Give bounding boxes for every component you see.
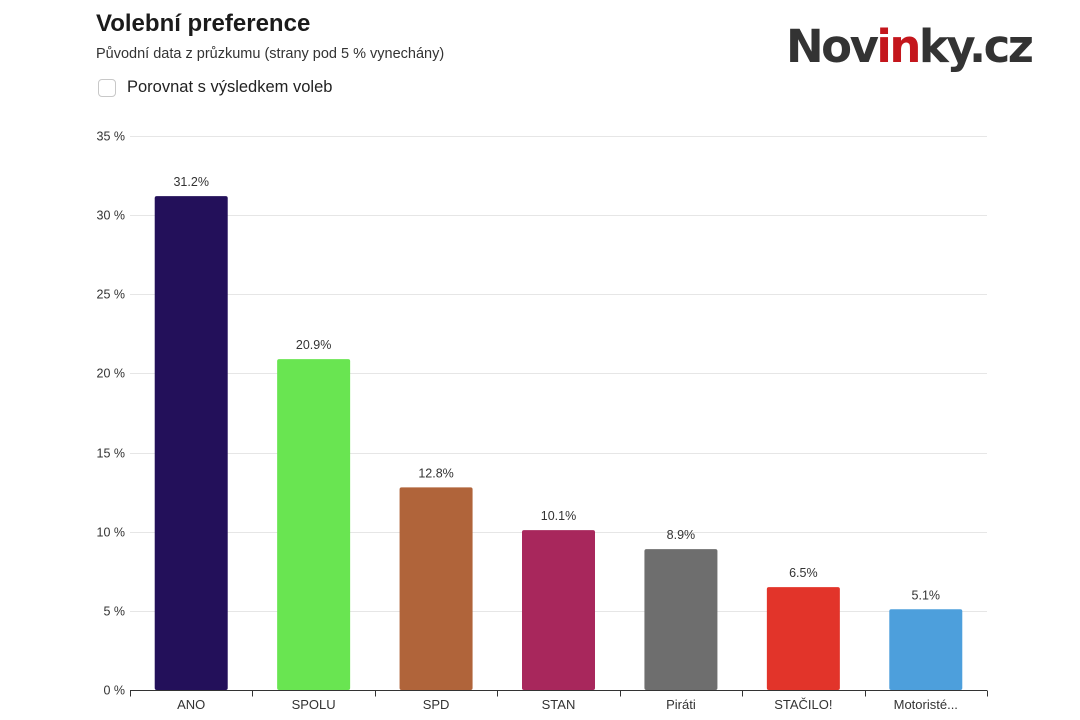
y-tick-label: 0 % <box>103 684 125 698</box>
novinky-logo: Novinky.cz <box>786 24 1034 69</box>
bar-spd[interactable] <box>399 487 473 690</box>
y-tick-label: 20 % <box>97 367 126 381</box>
y-tick-label: 5 % <box>103 605 125 619</box>
compare-checkbox-label: Porovnat s výsledkem voleb <box>127 78 333 96</box>
y-tick-label: 30 % <box>97 209 126 223</box>
bar-motorist[interactable] <box>889 609 963 690</box>
data-label: 12.8% <box>418 466 453 480</box>
bar-stan[interactable] <box>522 530 595 690</box>
chart-title: Volební preference <box>96 10 311 37</box>
x-tick-label: STAN <box>542 697 576 712</box>
logo-text-part1: Nov <box>786 20 879 73</box>
y-tick-label: 35 % <box>97 130 126 144</box>
logo-text-part3: ky.cz <box>918 20 1034 73</box>
bar-ano[interactable] <box>154 196 228 691</box>
x-tick-label: SPOLU <box>292 697 336 712</box>
bar-pir-ti[interactable] <box>644 549 718 690</box>
data-label: 31.2% <box>173 175 208 189</box>
x-tick-label: Motoristé... <box>894 697 958 712</box>
bar-spolu[interactable] <box>277 359 351 690</box>
data-label: 5.1% <box>912 588 941 602</box>
compare-with-election-toggle[interactable]: Porovnat s výsledkem voleb <box>98 78 332 97</box>
y-tick-label: 15 % <box>97 447 126 461</box>
x-tick-label: STAČILO! <box>774 697 832 712</box>
chart-subtitle: Původní data z průzkumu (strany pod 5 % … <box>96 46 445 62</box>
data-label: 20.9% <box>296 338 331 352</box>
y-tick-label: 10 % <box>97 526 126 540</box>
data-label: 8.9% <box>667 528 696 542</box>
y-tick-label: 25 % <box>97 288 126 302</box>
logo-text-accent: in <box>876 20 921 73</box>
data-label: 6.5% <box>789 566 818 580</box>
x-tick-label: Piráti <box>666 697 696 712</box>
compare-checkbox[interactable] <box>98 78 116 97</box>
data-label: 10.1% <box>541 509 576 523</box>
x-tick-label: SPD <box>423 697 450 712</box>
bar-sta-ilo[interactable] <box>766 587 840 690</box>
x-tick-label: ANO <box>177 697 205 712</box>
